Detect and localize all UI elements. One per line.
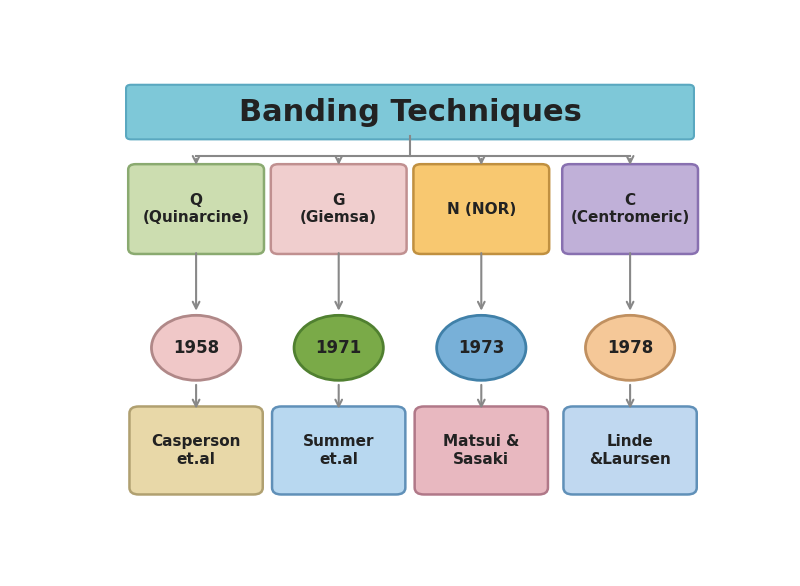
Circle shape bbox=[586, 315, 674, 380]
Text: 1978: 1978 bbox=[607, 339, 654, 357]
FancyBboxPatch shape bbox=[414, 407, 548, 495]
Circle shape bbox=[437, 315, 526, 380]
FancyBboxPatch shape bbox=[414, 164, 549, 254]
Text: G
(Giemsa): G (Giemsa) bbox=[300, 193, 378, 225]
Text: 1971: 1971 bbox=[315, 339, 362, 357]
Text: Casperson
et.al: Casperson et.al bbox=[151, 434, 241, 466]
FancyBboxPatch shape bbox=[562, 164, 698, 254]
Text: 1958: 1958 bbox=[173, 339, 219, 357]
Text: N (NOR): N (NOR) bbox=[446, 202, 516, 217]
FancyBboxPatch shape bbox=[272, 407, 406, 495]
FancyBboxPatch shape bbox=[563, 407, 697, 495]
Text: 1973: 1973 bbox=[458, 339, 505, 357]
Circle shape bbox=[294, 315, 383, 380]
Text: Linde
&Laursen: Linde &Laursen bbox=[589, 434, 671, 466]
Text: Summer
et.al: Summer et.al bbox=[303, 434, 374, 466]
Text: Q
(Quinarcine): Q (Quinarcine) bbox=[142, 193, 250, 225]
Text: Banding Techniques: Banding Techniques bbox=[238, 97, 582, 127]
FancyBboxPatch shape bbox=[130, 407, 262, 495]
Text: C
(Centromeric): C (Centromeric) bbox=[570, 193, 690, 225]
FancyBboxPatch shape bbox=[271, 164, 406, 254]
Text: Matsui &
Sasaki: Matsui & Sasaki bbox=[443, 434, 519, 466]
FancyBboxPatch shape bbox=[126, 85, 694, 139]
FancyBboxPatch shape bbox=[128, 164, 264, 254]
Circle shape bbox=[151, 315, 241, 380]
